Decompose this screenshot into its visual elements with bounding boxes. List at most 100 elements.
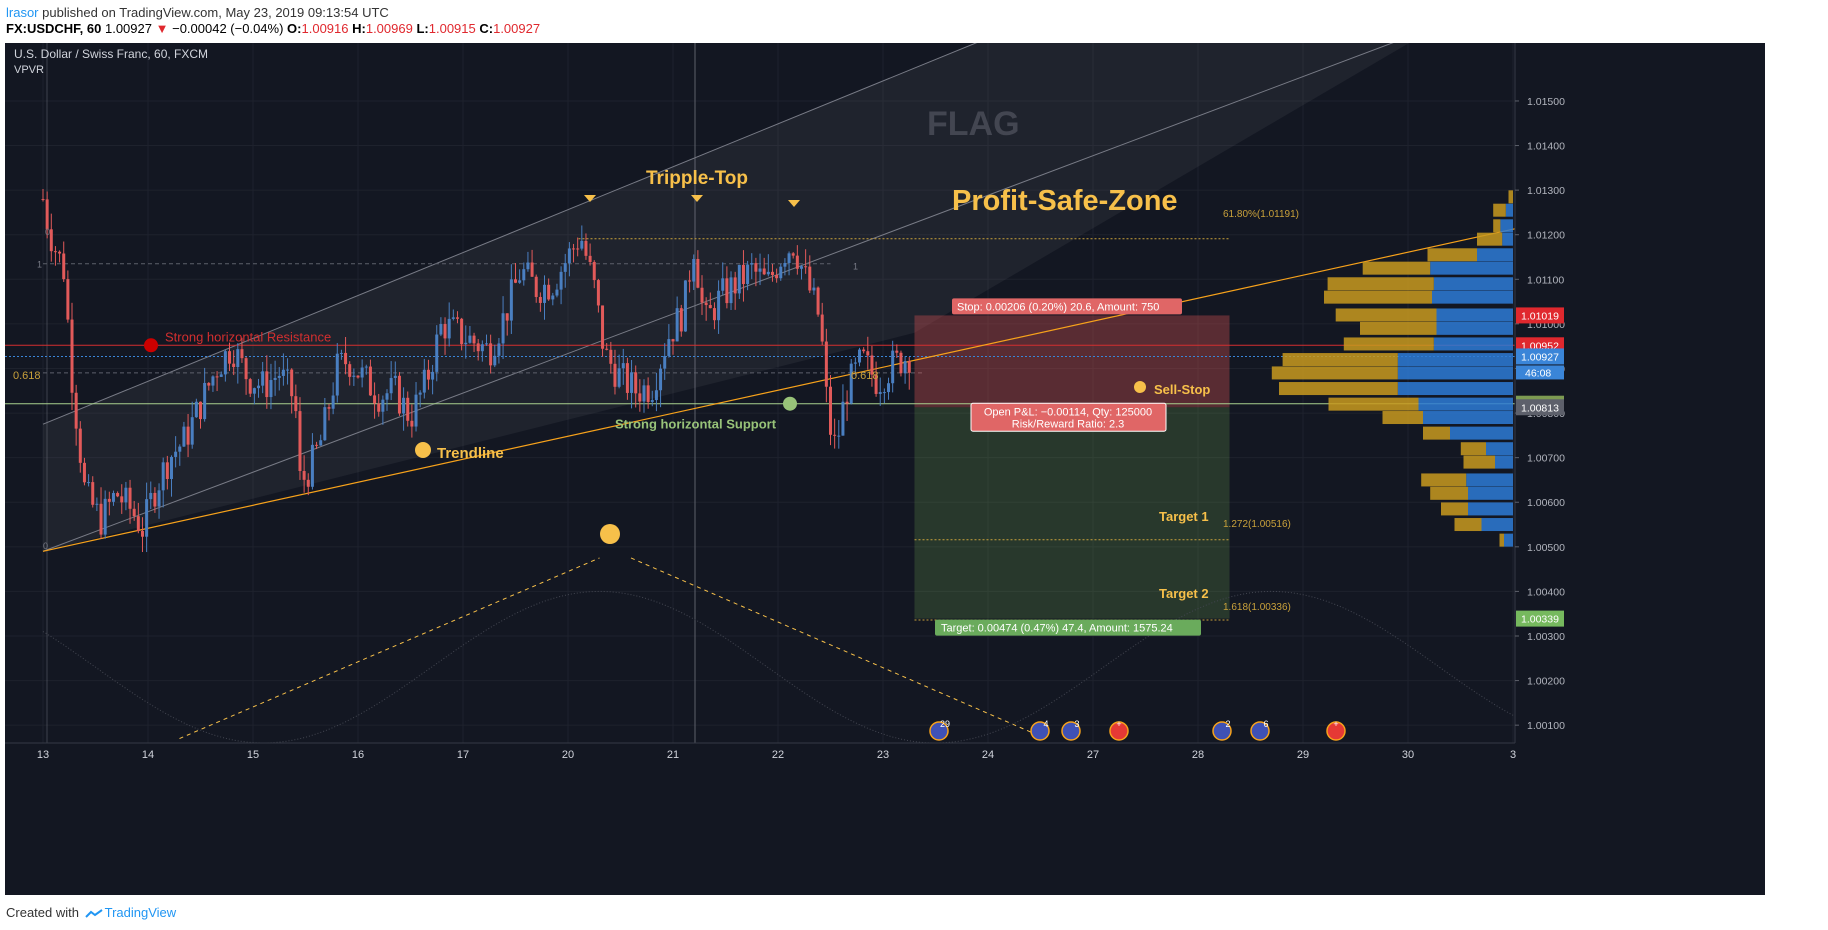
volume-bar-buy <box>1500 219 1513 233</box>
volume-bar-buy <box>1436 308 1513 322</box>
candle-down <box>294 396 298 412</box>
candle-up <box>799 266 803 269</box>
candle-up <box>812 287 816 291</box>
candle-up <box>903 361 907 374</box>
candle-down <box>132 508 136 517</box>
pnl-label: Open P&L: −0.00114, Qty: 125000 <box>984 406 1152 418</box>
ohlc-line: FX:USDCHF, 60 1.00927 ▼ −0.00042 (−0.04%… <box>6 21 540 36</box>
price-label-box <box>1516 348 1564 365</box>
price-axis[interactable]: 1.01500 1.01400 1.01300 1.01200 1.01100 1.010… <box>1514 43 1765 895</box>
candle-up <box>169 456 173 479</box>
candle-up <box>717 290 721 321</box>
high-value: 1.00969 <box>365 21 413 36</box>
volume-bar-sell <box>1271 366 1398 380</box>
candle-down <box>215 376 219 378</box>
candle-up <box>497 343 501 356</box>
volume-bar-sell <box>1362 261 1431 275</box>
candle-up <box>124 487 128 503</box>
candle-up <box>190 417 194 445</box>
resistance-marker <box>144 338 158 353</box>
candle-down <box>609 349 613 364</box>
trendline-label: Trendline <box>437 445 504 462</box>
candle-up <box>563 263 567 272</box>
candle-up <box>518 280 522 283</box>
y-tick-label: 1.00400 <box>1527 586 1565 598</box>
time-axis[interactable]: 13 14 15 16 17 20 21 22 23 24 27 28 29 30 3 <box>5 742 1516 761</box>
candle-up <box>236 349 240 368</box>
candle-up <box>352 375 356 377</box>
rr-label: Risk/Reward Ratio: 2.3 <box>1012 418 1125 430</box>
publish-line: lrasor published on TradingView.com, May… <box>6 5 389 20</box>
y-tick-label: 1.00600 <box>1527 497 1565 509</box>
x-tick-label: 13 <box>37 749 49 761</box>
chart-canvas[interactable]: FLAG Tripple-Top Profit-Safe-Zone Strong h… <box>5 43 1765 895</box>
candle-up <box>161 462 165 491</box>
author-link[interactable]: lrasor <box>6 5 39 20</box>
x-tick-label: 17 <box>457 749 469 761</box>
sell-stop-label: Sell-Stop <box>1154 382 1210 397</box>
volume-bar-buy <box>1423 411 1513 425</box>
price-label-text: 1.00339 <box>1521 614 1559 626</box>
low-label: L: <box>416 21 429 36</box>
resistance-label: Strong horizontal Resistance <box>165 329 331 344</box>
open-label: O: <box>287 21 302 36</box>
fib-1-left-label: 1 <box>37 260 42 270</box>
candle-up <box>157 490 161 507</box>
volume-bar-buy <box>1486 442 1513 456</box>
candle-down <box>547 284 551 300</box>
candle-down <box>833 434 837 436</box>
candle-down <box>70 319 74 393</box>
economic-event-icon <box>929 721 949 741</box>
top-arrow-icon <box>788 200 800 207</box>
candle-up <box>621 363 625 369</box>
volume-bar-sell <box>1493 203 1506 217</box>
candle-down <box>845 401 849 404</box>
y-tick-label: 1.01400 <box>1527 141 1565 153</box>
indicator-label: VPVR <box>14 64 44 76</box>
candle-up <box>323 407 327 441</box>
candle-down <box>62 253 66 280</box>
candle-up <box>277 375 281 378</box>
candle-up <box>451 317 455 319</box>
y-tick-label: 1.00200 <box>1527 676 1565 688</box>
volume-bar-buy <box>1477 248 1513 262</box>
annotation-front-layer: Tripple-Top Profit-Safe-Zone Strong horizo… <box>13 168 1346 741</box>
volume-bar-sell <box>1324 290 1432 304</box>
pnl-box <box>970 402 1167 432</box>
target1-label: Target 1 <box>1159 509 1209 524</box>
economic-event-count: 29 <box>940 719 950 729</box>
candle-down <box>49 229 53 252</box>
candle-up <box>385 393 389 400</box>
volume-bar-sell <box>1427 248 1477 262</box>
candle-down <box>128 487 132 509</box>
candle-down <box>613 363 617 387</box>
support-label: Strong horizontal Support <box>615 417 777 432</box>
tradingview-link[interactable]: TradingView <box>104 905 177 920</box>
candle-up <box>178 446 182 452</box>
candle-up <box>464 342 468 345</box>
x-tick-label: 23 <box>877 749 889 761</box>
volume-bar-buy <box>1418 397 1513 411</box>
candle-down <box>592 261 596 281</box>
candle-down <box>688 280 692 282</box>
economic-event-icon <box>1212 721 1232 741</box>
candle-down <box>426 369 430 380</box>
volume-bar-buy <box>1432 290 1513 304</box>
volume-bar-sell <box>1328 397 1419 411</box>
stop-label: Stop: 0.00206 (0.20%) 20.6, Amount: 750 <box>957 301 1159 313</box>
candle-down <box>377 403 381 412</box>
candle-down <box>899 352 903 374</box>
economic-event-icon <box>1250 721 1270 741</box>
candle-down <box>775 275 779 279</box>
candle-down <box>153 492 157 507</box>
candle-down <box>41 199 45 201</box>
fib-618-label: 61.80%(1.01191) <box>1223 209 1299 220</box>
candle-up <box>787 253 791 264</box>
candle-up <box>281 369 285 376</box>
volume-bar-buy <box>1495 455 1513 469</box>
candle-up <box>339 352 343 354</box>
economic-event-icon <box>1061 721 1081 741</box>
candle-up <box>849 363 853 404</box>
candle-down <box>186 426 190 445</box>
candle-up <box>887 383 891 393</box>
